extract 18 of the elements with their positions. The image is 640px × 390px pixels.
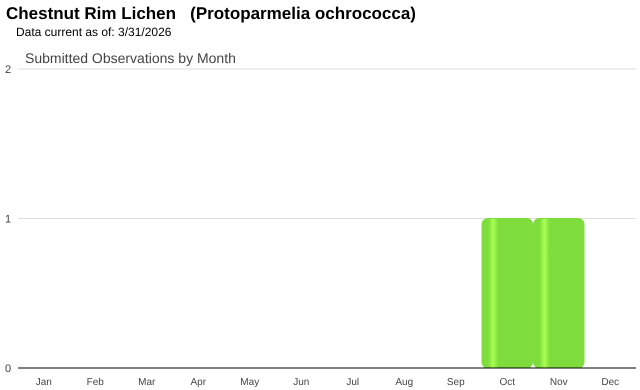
- x-tick-label: Mar: [138, 377, 156, 388]
- y-tick-label: 0: [4, 363, 12, 375]
- x-tick-label: Jul: [346, 377, 360, 388]
- x-tick-label: Dec: [601, 377, 620, 388]
- text: Submitted Observations by Month: [25, 50, 236, 66]
- chart-subtitle: Data current as of: 3/31/2026: [16, 25, 172, 39]
- x-tick-label: Oct: [499, 377, 516, 388]
- x-tick-label: Nov: [550, 377, 568, 388]
- x-tick-label: Feb: [86, 377, 104, 388]
- x-tick-label: Aug: [395, 377, 414, 388]
- y-tick-label: 1: [4, 214, 12, 226]
- x-tick-label: Apr: [190, 377, 207, 388]
- x-tick-label: Jan: [36, 377, 52, 388]
- x-tick-label: Sep: [446, 377, 466, 388]
- x-tick-label: Jun: [293, 377, 310, 388]
- y-tick-label: 2: [4, 64, 12, 76]
- chart-title: Chestnut Rim Lichen (Protoparmelia ochrococca): [6, 4, 416, 23]
- x-tick-label: May: [240, 377, 260, 388]
